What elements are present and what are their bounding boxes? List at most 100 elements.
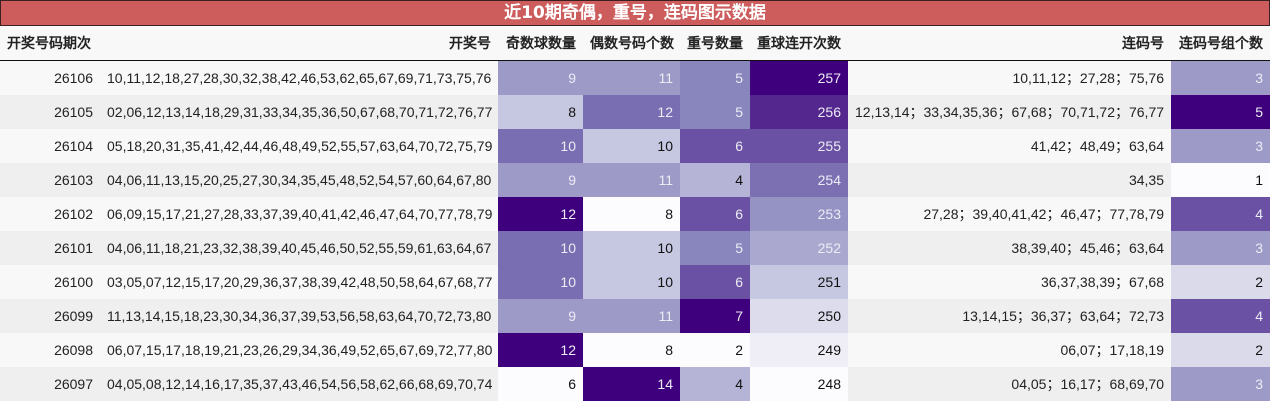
odd-count-cell: 9 [498,163,583,197]
odd-count-cell: 9 [498,60,583,95]
table-row: 26105 02,06,12,13,14,18,29,31,33,34,35,3… [0,95,1270,129]
runs-cell: 12,13,14；33,34,35,36；67,68；70,71,72；76,7… [848,95,1171,129]
period-cell: 26098 [0,333,100,367]
period-cell: 26101 [0,231,100,265]
table-row: 26102 06,09,15,17,21,27,28,33,37,39,40,4… [0,197,1270,231]
odd-count-cell: 12 [498,197,583,231]
period-cell: 26106 [0,60,100,95]
repeat-count-cell: 7 [680,299,750,333]
consecutive-repeat-cell: 248 [750,367,848,401]
numbers-cell: 02,06,12,13,14,18,29,31,33,34,35,36,50,6… [100,95,498,129]
even-count-cell: 12 [583,95,680,129]
run-count-cell: 4 [1171,197,1270,231]
odd-count-cell: 9 [498,299,583,333]
consecutive-repeat-cell: 254 [750,163,848,197]
even-count-cell: 8 [583,333,680,367]
odd-count-cell: 10 [498,231,583,265]
runs-cell: 38,39,40；45,46；63,64 [848,231,1171,265]
runs-cell: 27,28；39,40,41,42；46,47；77,78,79 [848,197,1171,231]
numbers-cell: 10,11,12,18,27,28,30,32,38,42,46,53,62,6… [100,60,498,95]
runs-cell: 06,07；17,18,19 [848,333,1171,367]
consecutive-repeat-cell: 250 [750,299,848,333]
even-count-cell: 14 [583,367,680,401]
even-count-cell: 11 [583,299,680,333]
repeat-count-cell: 2 [680,333,750,367]
col-header-consecutive-repeat[interactable]: 重球连开次数 [750,26,848,61]
consecutive-repeat-cell: 257 [750,60,848,95]
run-count-cell: 3 [1171,60,1270,95]
repeat-count-cell: 6 [680,265,750,299]
col-header-numbers[interactable]: 开奖号 [100,26,498,61]
table-row: 26101 04,06,11,18,21,23,32,38,39,40,45,4… [0,231,1270,265]
period-cell: 26099 [0,299,100,333]
table-row: 26106 10,11,12,18,27,28,30,32,38,42,46,5… [0,60,1270,95]
data-table: 开奖号码期次 开奖号 奇数球数量 偶数号码个数 重号数量 重球连开次数 连码号 … [0,26,1270,401]
repeat-count-cell: 4 [680,367,750,401]
run-count-cell: 1 [1171,163,1270,197]
odd-count-cell: 8 [498,95,583,129]
consecutive-repeat-cell: 252 [750,231,848,265]
numbers-cell: 04,06,11,18,21,23,32,38,39,40,45,46,50,5… [100,231,498,265]
table-row: 26103 04,06,11,13,15,20,25,27,30,34,35,4… [0,163,1270,197]
numbers-cell: 06,07,15,17,18,19,21,23,26,29,34,36,49,5… [100,333,498,367]
runs-cell: 36,37,38,39；67,68 [848,265,1171,299]
runs-cell: 34,35 [848,163,1171,197]
even-count-cell: 11 [583,163,680,197]
run-count-cell: 3 [1171,367,1270,401]
period-cell: 26100 [0,265,100,299]
numbers-cell: 11,13,14,15,18,23,30,34,36,37,39,53,56,5… [100,299,498,333]
consecutive-repeat-cell: 255 [750,129,848,163]
period-cell: 26102 [0,197,100,231]
table-row: 26100 03,05,07,12,15,17,20,29,36,37,38,3… [0,265,1270,299]
col-header-odd-count[interactable]: 奇数球数量 [498,26,583,61]
numbers-cell: 03,05,07,12,15,17,20,29,36,37,38,39,42,4… [100,265,498,299]
consecutive-repeat-cell: 251 [750,265,848,299]
even-count-cell: 10 [583,265,680,299]
period-cell: 26105 [0,95,100,129]
odd-count-cell: 6 [498,367,583,401]
consecutive-repeat-cell: 249 [750,333,848,367]
numbers-cell: 04,06,11,13,15,20,25,27,30,34,35,45,48,5… [100,163,498,197]
repeat-count-cell: 6 [680,197,750,231]
runs-cell: 41,42；48,49；63,64 [848,129,1171,163]
run-count-cell: 5 [1171,95,1270,129]
run-count-cell: 2 [1171,265,1270,299]
even-count-cell: 8 [583,197,680,231]
col-header-runs[interactable]: 连码号 [848,26,1171,61]
col-header-even-count[interactable]: 偶数号码个数 [583,26,680,61]
header-row: 开奖号码期次 开奖号 奇数球数量 偶数号码个数 重号数量 重球连开次数 连码号 … [0,26,1270,61]
runs-cell: 04,05；16,17；68,69,70 [848,367,1171,401]
runs-cell: 13,14,15；36,37；63,64；72,73 [848,299,1171,333]
run-count-cell: 3 [1171,231,1270,265]
run-count-cell: 4 [1171,299,1270,333]
table-row: 26104 05,18,20,31,35,41,42,44,46,48,49,5… [0,129,1270,163]
table-row: 26099 11,13,14,15,18,23,30,34,36,37,39,5… [0,299,1270,333]
consecutive-repeat-cell: 256 [750,95,848,129]
repeat-count-cell: 5 [680,231,750,265]
odd-count-cell: 12 [498,333,583,367]
even-count-cell: 10 [583,129,680,163]
run-count-cell: 3 [1171,129,1270,163]
numbers-cell: 06,09,15,17,21,27,28,33,37,39,40,41,42,4… [100,197,498,231]
repeat-count-cell: 4 [680,163,750,197]
repeat-count-cell: 6 [680,129,750,163]
runs-cell: 10,11,12；27,28；75,76 [848,60,1171,95]
even-count-cell: 10 [583,231,680,265]
col-header-repeat-count[interactable]: 重号数量 [680,26,750,61]
col-header-period[interactable]: 开奖号码期次 [0,26,100,61]
col-header-run-count[interactable]: 连码号组个数 [1171,26,1270,61]
table-title: 近10期奇偶，重号，连码图示数据 [0,0,1270,26]
even-count-cell: 11 [583,60,680,95]
run-count-cell: 2 [1171,333,1270,367]
period-cell: 26103 [0,163,100,197]
repeat-count-cell: 5 [680,60,750,95]
odd-count-cell: 10 [498,129,583,163]
table-row: 26097 04,05,08,12,14,16,17,35,37,43,46,5… [0,367,1270,401]
period-cell: 26097 [0,367,100,401]
table-row: 26098 06,07,15,17,18,19,21,23,26,29,34,3… [0,333,1270,367]
consecutive-repeat-cell: 253 [750,197,848,231]
odd-count-cell: 10 [498,265,583,299]
numbers-cell: 05,18,20,31,35,41,42,44,46,48,49,52,55,5… [100,129,498,163]
numbers-cell: 04,05,08,12,14,16,17,35,37,43,46,54,56,5… [100,367,498,401]
period-cell: 26104 [0,129,100,163]
